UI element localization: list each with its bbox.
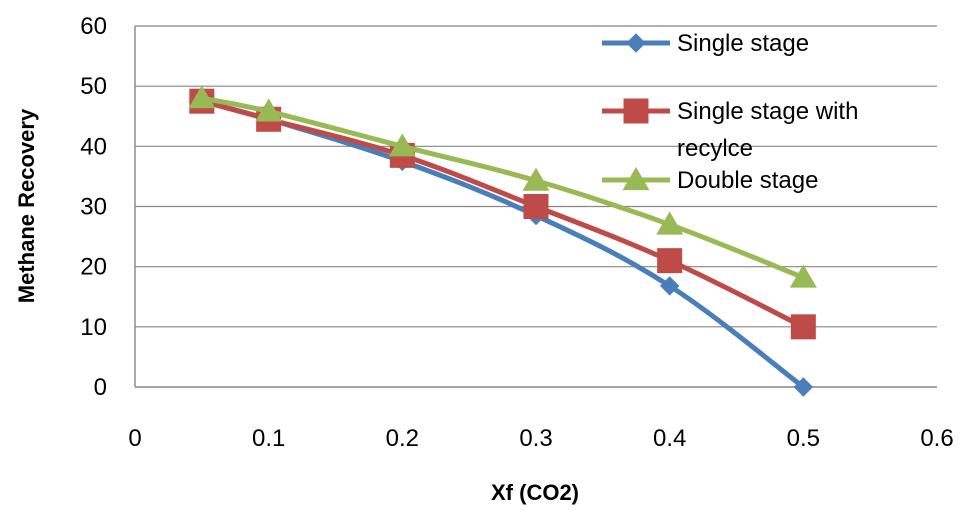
legend: Single stage Single stage with recylce Doub… [602, 30, 858, 194]
series-single-stage-with-recylce [189, 88, 816, 340]
triangle-marker [622, 167, 650, 191]
y-tick-labels: 0 10 20 30 40 50 60 [80, 13, 107, 401]
x-tick-label: 0.3 [519, 425, 552, 452]
triangle-marker [789, 264, 817, 288]
triangle-marker [656, 211, 684, 235]
legend-label: recylce [677, 135, 753, 162]
x-tick-label: 0.2 [386, 425, 419, 452]
x-axis-title: Xf (CO2) [491, 480, 579, 505]
legend-item: Double stage [602, 167, 818, 194]
y-tick-label: 0 [94, 374, 107, 401]
triangle-marker [388, 133, 416, 157]
legend-label: Single stage [677, 30, 809, 57]
x-tick-label: 0.6 [920, 425, 953, 452]
y-tick-label: 50 [80, 73, 107, 100]
triangle-marker [255, 98, 283, 122]
y-tick-label: 60 [80, 13, 107, 40]
y-tick-label: 30 [80, 194, 107, 221]
square-marker [790, 314, 816, 340]
legend-label: Single stage with [677, 98, 858, 125]
triangle-marker [188, 85, 216, 109]
y-tick-label: 10 [80, 314, 107, 341]
diamond-marker [626, 33, 646, 53]
legend-label: Double stage [677, 167, 818, 194]
square-marker [523, 194, 549, 219]
y-tick-label: 40 [80, 133, 107, 160]
legend-item: Single stage [602, 30, 809, 57]
x-tick-label: 0 [128, 425, 141, 452]
y-tick-label: 20 [80, 254, 107, 281]
y-axis-title: Methane Recovery [14, 108, 39, 303]
legend-item: Single stage with recylce [602, 98, 858, 162]
square-marker [623, 98, 649, 124]
triangle-marker [522, 167, 550, 191]
x-tick-labels: 0 0.1 0.2 0.3 0.4 0.5 0.6 [128, 425, 953, 452]
square-marker [657, 248, 683, 274]
series-lines [188, 85, 817, 397]
x-tick-label: 0.5 [787, 425, 820, 452]
diamond-marker [659, 276, 680, 296]
x-tick-label: 0.1 [252, 425, 285, 452]
series-double-stage [188, 85, 817, 288]
diamond-marker [793, 377, 814, 397]
x-tick-label: 0.4 [653, 425, 686, 452]
